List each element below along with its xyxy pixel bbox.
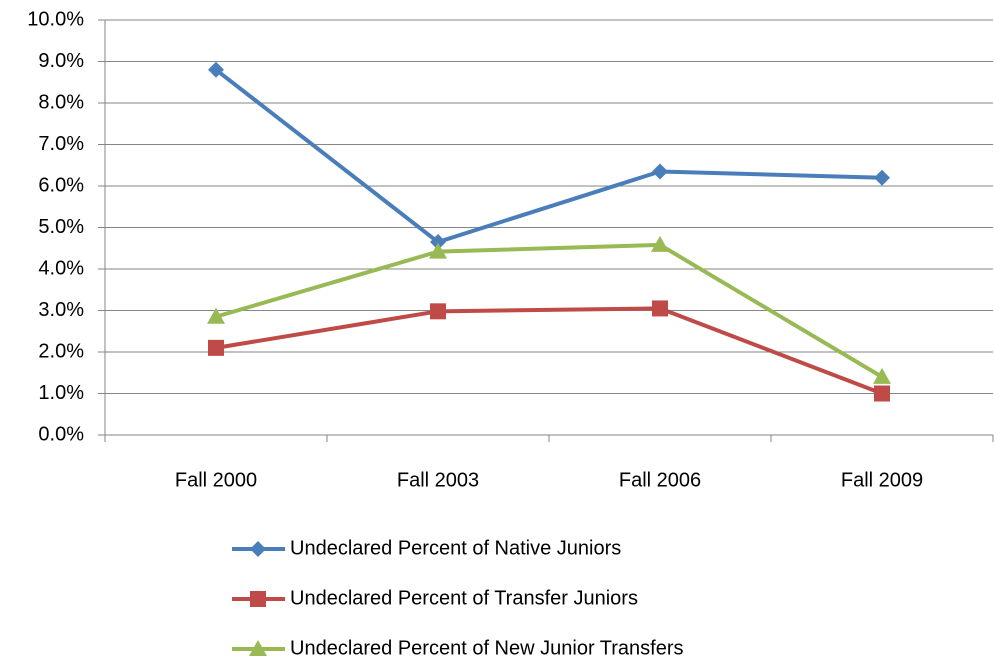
data-point — [207, 307, 225, 324]
data-point — [208, 61, 224, 78]
x-tick-label: Fall 2009 — [841, 469, 923, 491]
series-line — [215, 306, 883, 396]
data-point — [208, 339, 224, 356]
series-line — [215, 242, 884, 379]
data-point — [874, 385, 890, 402]
x-tick-label: Fall 2003 — [397, 469, 479, 491]
data-point — [874, 169, 890, 186]
data-point — [430, 234, 446, 251]
data-point — [429, 242, 447, 259]
data-point — [430, 303, 446, 320]
data-point — [652, 300, 668, 317]
legend-marker — [250, 541, 266, 557]
legend-label: Undeclared Percent of Native Juniors — [290, 537, 621, 559]
y-tick-label: 4.0% — [38, 257, 84, 279]
legend-label: Undeclared Percent of New Junior Transfe… — [290, 637, 684, 659]
series-line — [214, 68, 883, 245]
y-tick-label: 0.0% — [38, 423, 84, 445]
data-point — [873, 367, 891, 384]
data-point — [651, 235, 669, 252]
y-tick-label: 6.0% — [38, 174, 84, 196]
y-tick-label: 3.0% — [38, 299, 84, 321]
y-tick-label: 2.0% — [38, 340, 84, 362]
y-tick-label: 1.0% — [38, 382, 84, 404]
y-tick-label: 7.0% — [38, 133, 84, 155]
y-tick-label: 10.0% — [27, 8, 84, 30]
y-tick-label: 5.0% — [38, 216, 84, 238]
y-tick-label: 8.0% — [38, 91, 84, 113]
x-tick-label: Fall 2000 — [175, 469, 257, 491]
x-tick-label: Fall 2006 — [619, 469, 701, 491]
data-point — [652, 163, 668, 180]
legend-marker — [250, 591, 266, 607]
legend-label: Undeclared Percent of Transfer Juniors — [290, 587, 638, 609]
y-tick-label: 9.0% — [38, 50, 84, 72]
legend-marker — [249, 640, 267, 656]
